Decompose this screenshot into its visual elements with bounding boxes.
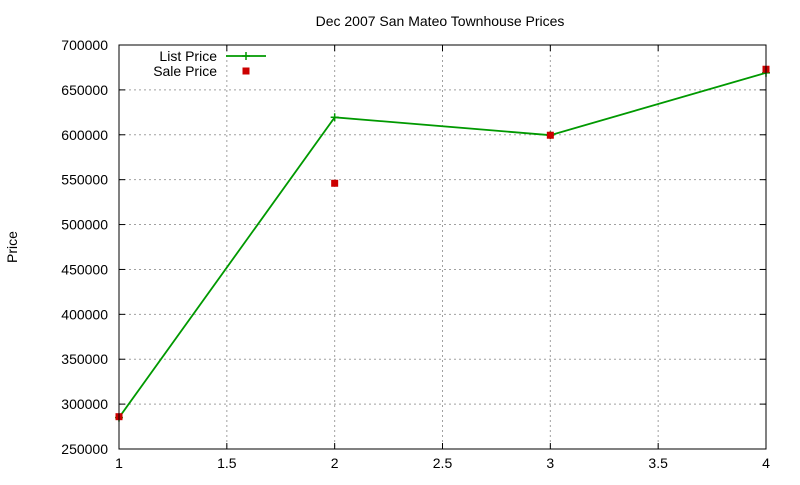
data-point-plus bbox=[242, 52, 250, 60]
plot-frame bbox=[118, 44, 767, 450]
legend-label: List Price bbox=[159, 48, 217, 64]
legend-label: Sale Price bbox=[153, 63, 217, 79]
x-tick-label: 3 bbox=[546, 455, 554, 471]
y-tick-label: 500000 bbox=[61, 217, 108, 233]
y-tick-label: 700000 bbox=[61, 37, 108, 53]
axis-ticks: 250000 300000 350000 400000 450000 500000 5500… bbox=[61, 37, 770, 471]
x-tick-label: 1 bbox=[115, 455, 123, 471]
data-point-square bbox=[546, 131, 554, 139]
y-tick-label: 300000 bbox=[61, 396, 108, 412]
y-tick-label: 250000 bbox=[61, 441, 108, 457]
y-tick-label: 450000 bbox=[61, 261, 108, 277]
series-sale-price bbox=[115, 65, 770, 421]
x-tick-label: 1.5 bbox=[217, 455, 237, 471]
series-line bbox=[118, 71, 767, 419]
y-tick-label: 650000 bbox=[61, 82, 108, 98]
y-tick-label: 600000 bbox=[61, 127, 108, 143]
data-series bbox=[115, 65, 770, 422]
x-tick-label: 2.5 bbox=[433, 455, 453, 471]
legend-marker bbox=[242, 67, 250, 75]
y-tick-label: 400000 bbox=[61, 306, 108, 322]
x-tick-label: 4 bbox=[762, 455, 770, 471]
grid-lines bbox=[119, 45, 766, 449]
x-tick-label: 2 bbox=[331, 455, 339, 471]
x-tick-label: 3.5 bbox=[648, 455, 668, 471]
y-axis-label: Price bbox=[4, 231, 20, 263]
y-tick-label: 350000 bbox=[61, 351, 108, 367]
data-point-square bbox=[331, 179, 339, 187]
chart-title: Dec 2007 San Mateo Townhouse Prices bbox=[316, 13, 565, 29]
data-point-plus bbox=[330, 113, 339, 122]
y-tick-label: 550000 bbox=[61, 172, 108, 188]
